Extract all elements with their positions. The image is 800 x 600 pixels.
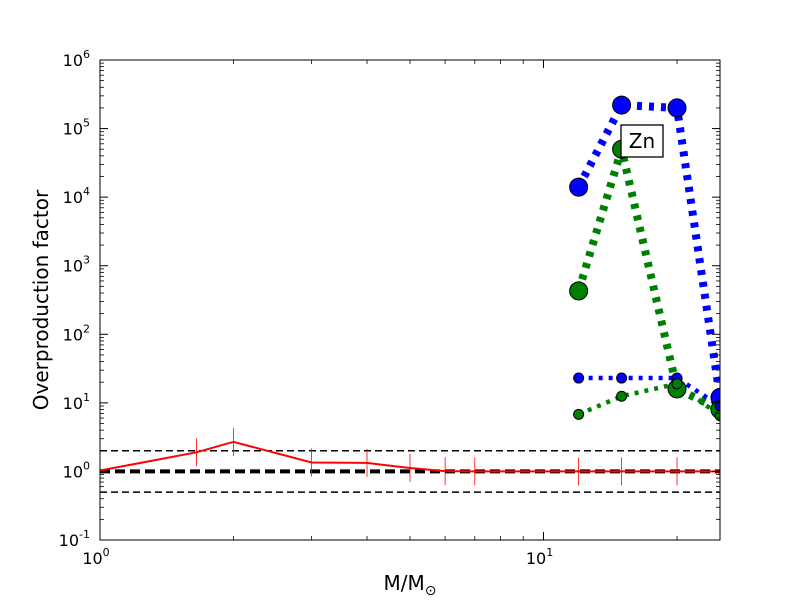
y-tick-label-1: 100 — [63, 459, 90, 481]
series-4-marker-1 — [616, 390, 628, 402]
series-4-marker-2 — [671, 378, 683, 390]
x-tick-label-1: 101 — [526, 546, 553, 568]
y-tick-label-2: 101 — [63, 391, 90, 413]
y-tick-label-3: 102 — [63, 322, 90, 344]
y-axis-label: Overproduction factor — [29, 189, 53, 410]
series-line-1 — [575, 100, 720, 399]
series-1-marker-0 — [569, 177, 589, 197]
y-tick-label-6: 105 — [63, 117, 90, 139]
y-tick-label-0: 10-1 — [59, 528, 90, 550]
y-tick-label-4: 103 — [63, 254, 90, 276]
series-line-4 — [577, 381, 720, 418]
series-lines — [100, 100, 720, 473]
series-4-marker-0 — [573, 408, 585, 420]
series-2-marker-0 — [569, 281, 589, 301]
x-tick-label-0: 100 — [82, 546, 109, 568]
x-axis-label: M/M⊙ — [384, 571, 437, 599]
axis-ticks — [99, 59, 720, 541]
x-axis-label-main: M/M — [384, 571, 425, 595]
series-line-3 — [578, 375, 720, 408]
series-1-marker-2 — [667, 98, 687, 118]
annotation-box: Zn — [620, 124, 664, 158]
x-axis-label-sub: ⊙ — [425, 583, 437, 599]
series-line-0 — [100, 440, 720, 473]
y-tick-label-5: 104 — [63, 185, 90, 207]
annotation-label: Zn — [629, 129, 655, 153]
series-1-marker-1 — [612, 95, 632, 115]
series-3-marker-1 — [616, 372, 628, 384]
annotation-frame — [620, 124, 664, 158]
series-3-marker-0 — [573, 372, 585, 384]
y-tick-label-7: 106 — [63, 48, 90, 70]
series-line-2 — [574, 133, 720, 414]
